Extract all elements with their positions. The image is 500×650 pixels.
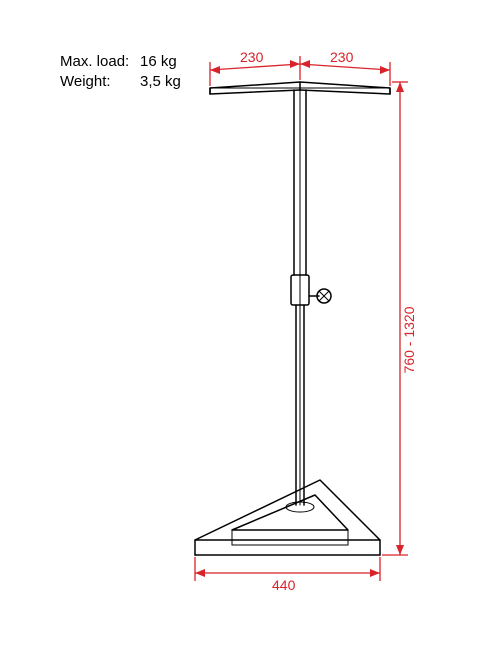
diagram-container: Max. load: 16 kg Weight: 3,5 kg — [0, 0, 500, 650]
dim-base: 440 — [195, 557, 380, 593]
dim-label: 230 — [330, 49, 354, 65]
dim-top-left: 230 — [210, 49, 300, 86]
dim-label: 760 - 1320 — [401, 306, 417, 373]
drawing-svg: 230 230 760 - 1320 — [0, 0, 500, 650]
dim-label: 230 — [240, 49, 264, 65]
dim-label: 440 — [272, 577, 296, 593]
coupler — [291, 275, 331, 305]
dim-top-right: 230 — [300, 49, 390, 86]
stand-drawing — [195, 82, 390, 555]
base — [195, 480, 380, 555]
dim-height: 760 - 1320 — [382, 82, 417, 555]
